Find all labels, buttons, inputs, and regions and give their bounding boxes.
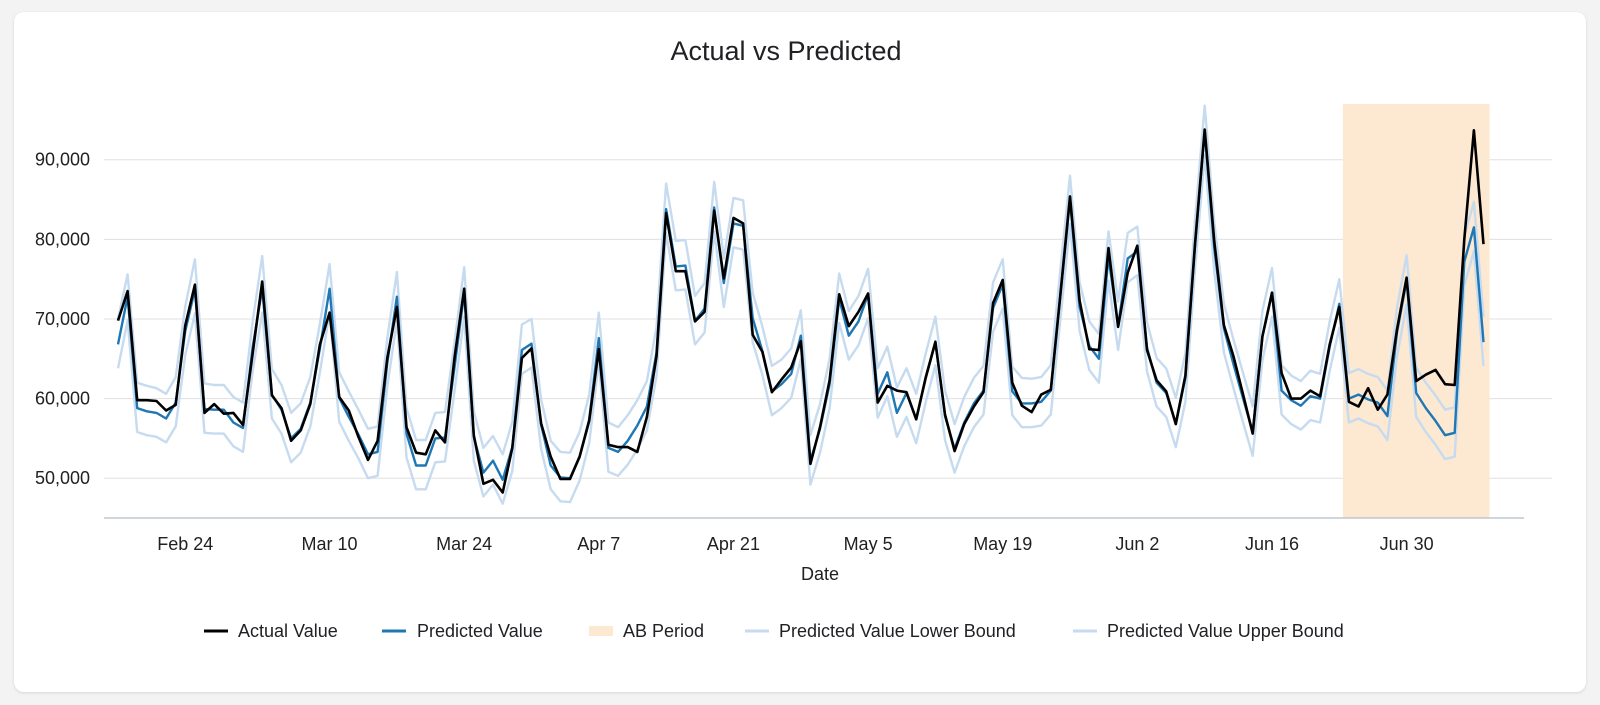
chart-card: Actual vs Predicted 50,000 60,000 70,000 80…	[14, 12, 1586, 692]
x-tick-label: May 5	[844, 534, 893, 554]
x-tick-label: Jun 16	[1245, 534, 1299, 554]
line-chart: Actual vs Predicted 50,000 60,000 70,000 80…	[35, 36, 1552, 641]
legend-item-lower-bound[interactable]: Predicted Value Lower Bound	[745, 621, 1016, 641]
legend-item-predicted[interactable]: Predicted Value	[382, 621, 543, 641]
legend-label-ab-period: AB Period	[623, 621, 704, 641]
series-lower-bound-line	[116, 153, 1485, 505]
legend-item-actual[interactable]: Actual Value	[204, 621, 338, 641]
legend-label-lower-bound: Predicted Value Lower Bound	[779, 621, 1016, 641]
x-tick-label: Feb 24	[157, 534, 213, 554]
legend-label-predicted: Predicted Value	[417, 621, 543, 641]
ab-period-band	[1342, 104, 1490, 518]
series-actual-line	[116, 128, 1485, 494]
series-lines	[116, 104, 1485, 505]
x-tick-label: Jun 2	[1115, 534, 1159, 554]
x-tick-label: Apr 21	[707, 534, 760, 554]
legend-label-actual: Actual Value	[238, 621, 338, 641]
legend-label-upper-bound: Predicted Value Upper Bound	[1107, 621, 1344, 641]
x-tick-label: Jun 30	[1380, 534, 1434, 554]
x-tick-label: Apr 7	[577, 534, 620, 554]
x-tick-label: May 19	[973, 534, 1032, 554]
y-tick-label: 60,000	[35, 389, 90, 409]
legend-item-upper-bound[interactable]: Predicted Value Upper Bound	[1073, 621, 1344, 641]
y-tick-label: 80,000	[35, 229, 90, 249]
x-axis-ticks: Feb 24 Mar 10 Mar 24 Apr 7 Apr 21 May 5 May 19…	[157, 534, 1433, 554]
ab-period-region	[1342, 104, 1490, 518]
series-upper-bound-line	[116, 104, 1485, 456]
y-tick-label: 70,000	[35, 309, 90, 329]
legend-item-ab-period[interactable]: AB Period	[589, 621, 704, 641]
y-tick-label: 50,000	[35, 468, 90, 488]
y-axis-ticks: 50,000 60,000 70,000 80,000 90,000	[35, 150, 90, 488]
legend: Actual Value Predicted Value AB Period P…	[204, 621, 1344, 641]
gridlines	[104, 159, 1552, 479]
x-tick-label: Mar 24	[436, 534, 492, 554]
x-tick-label: Mar 10	[302, 534, 358, 554]
x-axis-title: Date	[801, 564, 839, 584]
legend-swatch-ab-period	[589, 626, 613, 636]
y-tick-label: 90,000	[35, 150, 90, 170]
chart-title: Actual vs Predicted	[670, 36, 901, 66]
